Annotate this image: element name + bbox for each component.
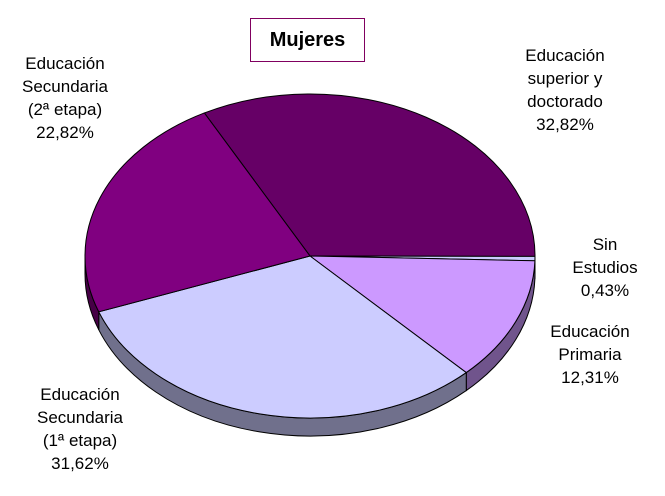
- value-label: 12,31%: [561, 368, 619, 387]
- category-label: Educación Secundaria (1ª etapa): [36, 385, 124, 450]
- slice-label: Educación Secundaria (1ª etapa) 31,62%: [37, 383, 123, 475]
- slice-label: Educación Secundaria (2ª etapa) 22,82%: [22, 52, 108, 144]
- category-label: Educación Primaria: [550, 322, 630, 364]
- value-label: 32,82%: [536, 115, 594, 134]
- value-label: 0,43%: [580, 281, 630, 300]
- slice-label: Sin Estudios 0,43%: [572, 233, 637, 302]
- slice: [203, 93, 536, 257]
- slice-label: Educación Primaria 12,31%: [550, 320, 629, 389]
- category-label: Sin Estudios: [572, 235, 638, 277]
- slice: [308, 255, 536, 374]
- slice: [84, 112, 311, 313]
- slice-label: Educación superior y doctorado 32,82%: [525, 44, 604, 136]
- chart-title: Mujeres: [250, 18, 365, 62]
- category-label: Educación superior y doctorado: [525, 46, 605, 111]
- category-label: Educación Secundaria (2ª etapa): [21, 54, 109, 119]
- value-label: 22,82%: [36, 123, 94, 142]
- value-label: 31,62%: [51, 454, 109, 473]
- slice: [98, 255, 468, 419]
